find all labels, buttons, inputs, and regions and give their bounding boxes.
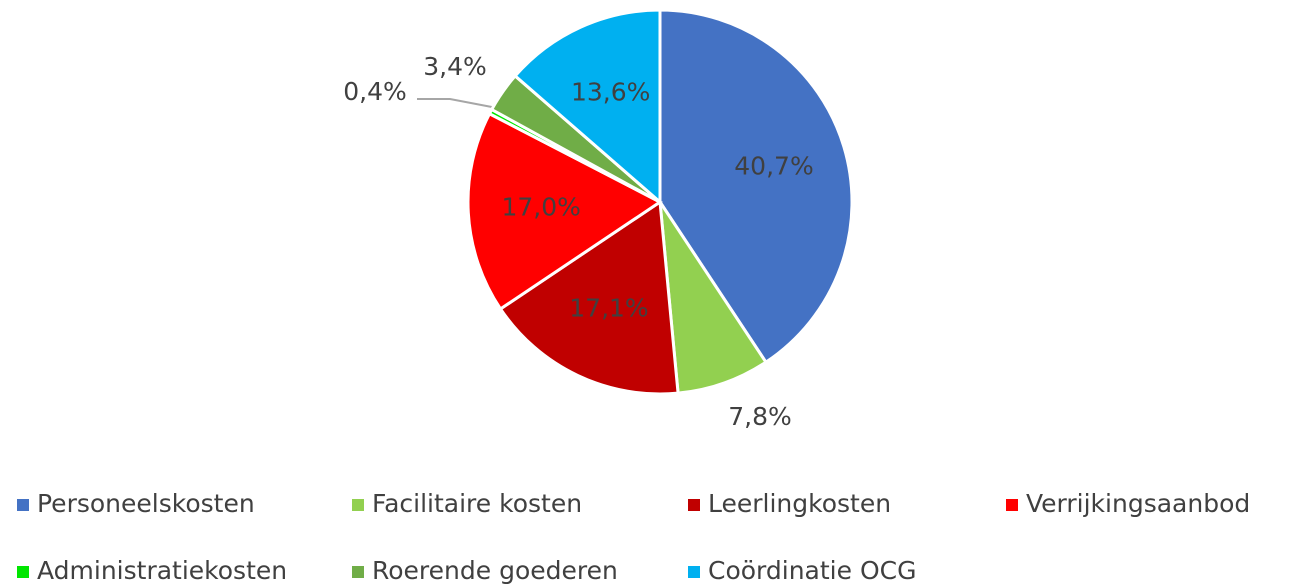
legend-swatch xyxy=(352,566,364,578)
pie-slice xyxy=(658,201,768,395)
legend-swatch xyxy=(1006,499,1018,511)
data-label: 17,1% xyxy=(569,294,648,323)
data-label: 40,7% xyxy=(734,152,813,181)
pie-slice xyxy=(466,111,663,312)
legend-label: Leerlingkosten xyxy=(708,489,891,518)
legend-label: Roerende goederen xyxy=(372,556,618,585)
legend-label: Administratiekosten xyxy=(37,556,287,585)
data-label: 7,8% xyxy=(728,402,792,431)
leader-line xyxy=(417,98,498,109)
data-label: 13,6% xyxy=(571,78,650,107)
legend-swatch xyxy=(688,566,700,578)
pie-slice xyxy=(513,8,662,206)
legend-label: Verrijkingsaanbod xyxy=(1026,489,1250,518)
legend-label: Facilitaire kosten xyxy=(372,489,582,518)
legend-label: Coördinatie OCG xyxy=(708,556,916,585)
data-label: 0,4% xyxy=(343,77,407,106)
legend-swatch xyxy=(17,499,29,511)
legend-swatch xyxy=(17,566,29,578)
data-label: 3,4% xyxy=(423,52,487,81)
pie-slice xyxy=(498,199,680,396)
legend-swatch xyxy=(352,499,364,511)
data-label: 17,0% xyxy=(501,193,580,222)
legend-label: Personeelskosten xyxy=(37,489,255,518)
legend-swatch xyxy=(688,499,700,511)
